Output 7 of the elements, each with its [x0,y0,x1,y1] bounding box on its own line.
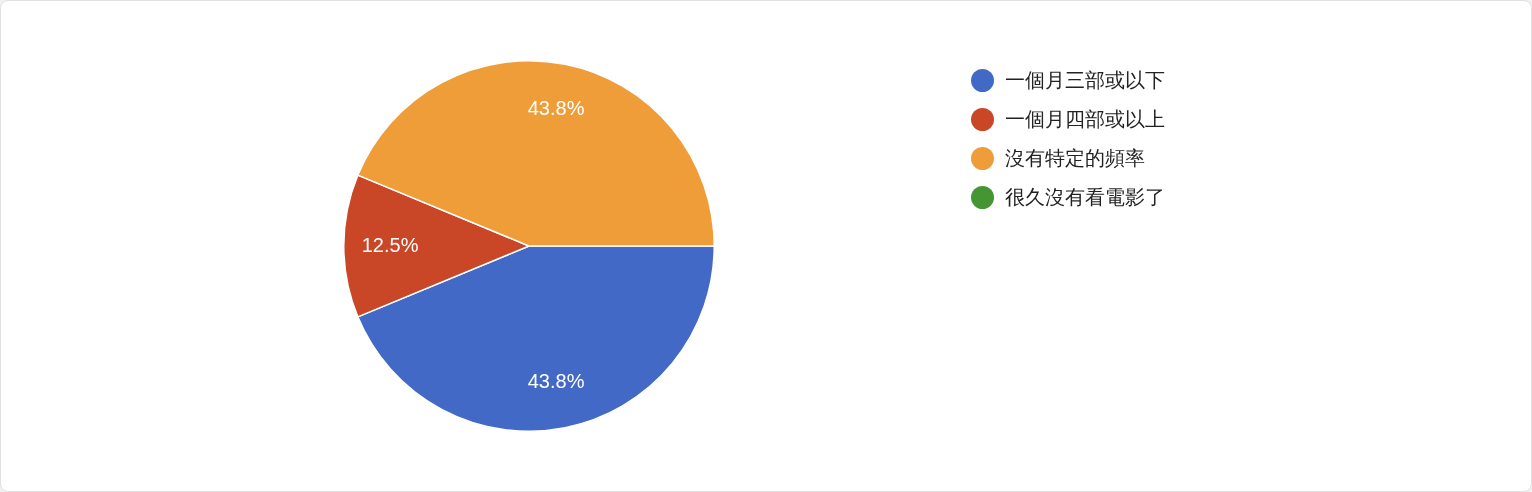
data-label: 43.8% [527,97,585,120]
data-label: 43.8% [527,369,585,392]
legend-label: 一個月四部或以上 [1005,106,1165,133]
legend-label: 很久沒有看電影了 [1005,184,1165,211]
data-label: 12.5% [361,233,419,256]
legend-label: 沒有特定的頻率 [1005,145,1145,172]
legend-label: 一個月三部或以下 [1005,67,1165,94]
